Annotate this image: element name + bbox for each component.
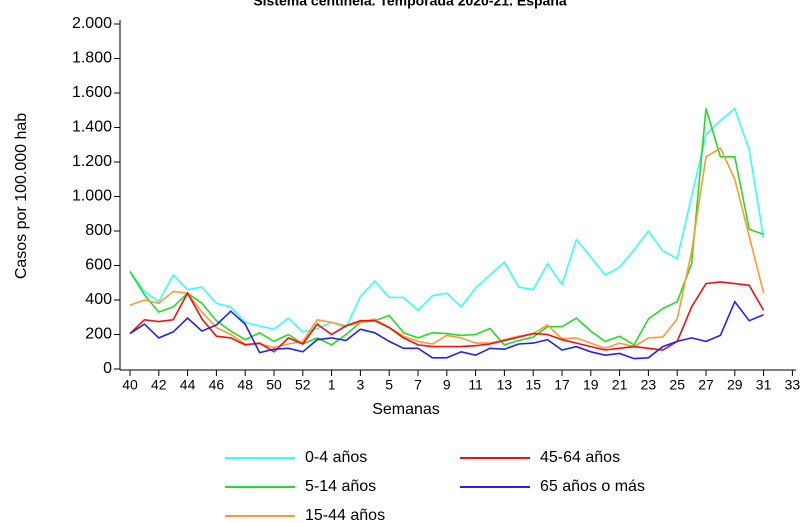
x-tick-label: 52: [295, 377, 311, 393]
y-axis-label: Casos por 100.000 hab: [13, 113, 30, 279]
y-tick-label: 1.400: [72, 119, 112, 136]
x-tick-label: 11: [468, 377, 483, 393]
x-tick-label: 3: [357, 377, 365, 393]
x-tick-label: 46: [209, 377, 225, 393]
y-tick-label: 1.600: [72, 84, 112, 101]
legend-label: 65 años o más: [540, 478, 645, 495]
legend-label: 45-64 años: [540, 449, 620, 466]
y-tick-label: 400: [85, 291, 112, 308]
series-line: [129, 108, 764, 347]
y-tick-label: 2.000: [72, 15, 112, 32]
x-tick-label: 5: [385, 377, 393, 393]
x-tick-label: 19: [583, 377, 599, 393]
x-tick-label: 21: [612, 377, 628, 393]
series-line: [129, 147, 765, 350]
y-tick-label: 200: [85, 326, 112, 343]
x-tick-label: 50: [266, 377, 282, 393]
x-tick-label: 17: [554, 377, 570, 393]
x-tick-label: 25: [669, 377, 685, 393]
chart-title: Sistema centinela. Temporada 2020-21. Es…: [253, 0, 567, 9]
x-tick-label: 23: [641, 377, 657, 393]
y-tick-label: 1.000: [72, 188, 112, 205]
x-tick-label: 48: [237, 377, 253, 393]
series-line: [129, 300, 764, 360]
x-tick-label: 29: [727, 377, 743, 393]
x-tick-label: 27: [698, 377, 714, 393]
x-tick-label: 13: [497, 377, 513, 393]
x-tick-label: 33: [785, 377, 801, 393]
x-axis-label: Semanas: [372, 401, 440, 418]
x-tick-label: 44: [180, 377, 196, 393]
x-tick-label: 31: [756, 377, 772, 393]
y-tick-label: 600: [85, 257, 112, 274]
series-line: [129, 107, 765, 333]
x-tick-label: 9: [443, 377, 451, 393]
y-tick-label: 0: [103, 360, 112, 377]
legend-label: 5-14 años: [305, 478, 376, 495]
x-tick-label: 15: [525, 377, 541, 393]
y-tick-label: 1.200: [72, 153, 112, 170]
y-tick-label: 1.800: [72, 50, 112, 67]
y-tick-label: 800: [85, 222, 112, 239]
x-tick-label: 1: [328, 377, 336, 393]
legend-label: 15-44 años: [305, 507, 385, 523]
x-tick-label: 42: [151, 377, 167, 393]
x-tick-label: 7: [414, 377, 422, 393]
x-tick-label: 40: [122, 377, 138, 393]
legend-label: 0-4 años: [305, 449, 367, 466]
